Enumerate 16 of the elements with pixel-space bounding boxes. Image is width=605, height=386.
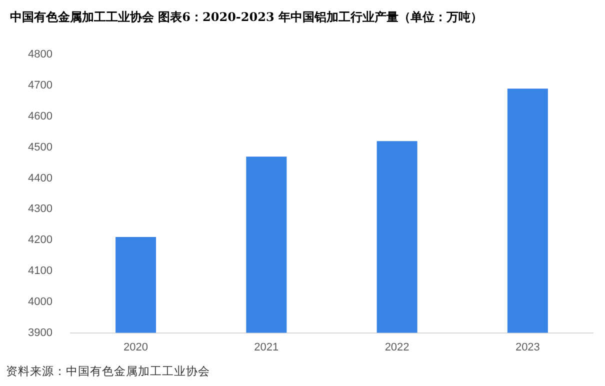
y-tick-label: 4400 — [28, 172, 52, 184]
y-tick-label: 4500 — [28, 141, 52, 154]
y-tick-label: 3900 — [28, 326, 52, 339]
x-tick-label: 2021 — [254, 341, 279, 354]
x-tick-label: 2020 — [124, 341, 148, 354]
x-tick-label: 2023 — [515, 341, 540, 354]
y-tick-label: 4700 — [28, 80, 52, 92]
text: 资料来源：中国有色金属加工工业协会 — [5, 363, 211, 379]
y-tick-label: 4100 — [28, 265, 52, 278]
x-tick-label: 2022 — [384, 341, 410, 354]
y-tick-label: 4600 — [28, 110, 52, 122]
y-tick-label: 4000 — [28, 296, 52, 308]
y-tick-label: 4200 — [28, 234, 52, 246]
y-tick-label: 4300 — [28, 203, 52, 216]
chart-title: 中国有色金属加工工业协会 图表6：2020-2023 年中国铝加工行业产量（单位：万吨） — [9, 9, 484, 26]
y-tick-label: 4800 — [28, 48, 52, 61]
